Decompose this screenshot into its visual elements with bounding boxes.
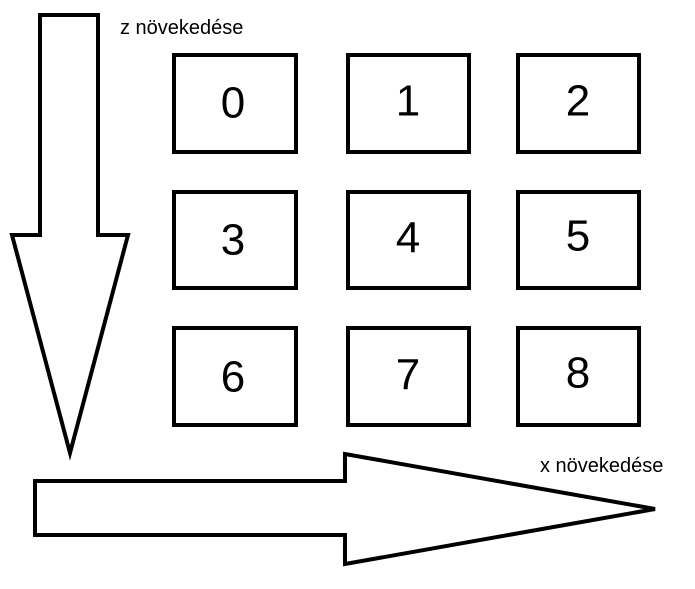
cell-label: 7 <box>396 351 420 400</box>
cell-label: 0 <box>221 79 245 128</box>
grid-cell: 7 <box>346 326 471 427</box>
cell-label: 1 <box>396 77 420 126</box>
grid-cell: 8 <box>516 326 641 427</box>
z-axis-label: z növekedése <box>120 17 243 39</box>
x-direction-arrow <box>33 451 656 567</box>
cell-label: 2 <box>566 77 590 126</box>
grid-cell: 2 <box>516 53 641 154</box>
z-direction-arrow <box>9 13 131 461</box>
grid-cell: 6 <box>172 326 298 427</box>
x-axis-label: x növekedése <box>540 455 663 477</box>
grid-cell: 3 <box>172 190 298 290</box>
grid-cell: 5 <box>516 190 641 290</box>
cell-label: 8 <box>566 349 590 398</box>
grid-cell: 1 <box>346 53 471 154</box>
grid-cell: 4 <box>346 190 471 290</box>
cell-label: 3 <box>221 216 245 265</box>
cell-label: 6 <box>221 353 245 402</box>
grid-cell: 0 <box>172 53 298 154</box>
cell-label: 5 <box>566 212 590 261</box>
cell-label: 4 <box>396 214 420 263</box>
